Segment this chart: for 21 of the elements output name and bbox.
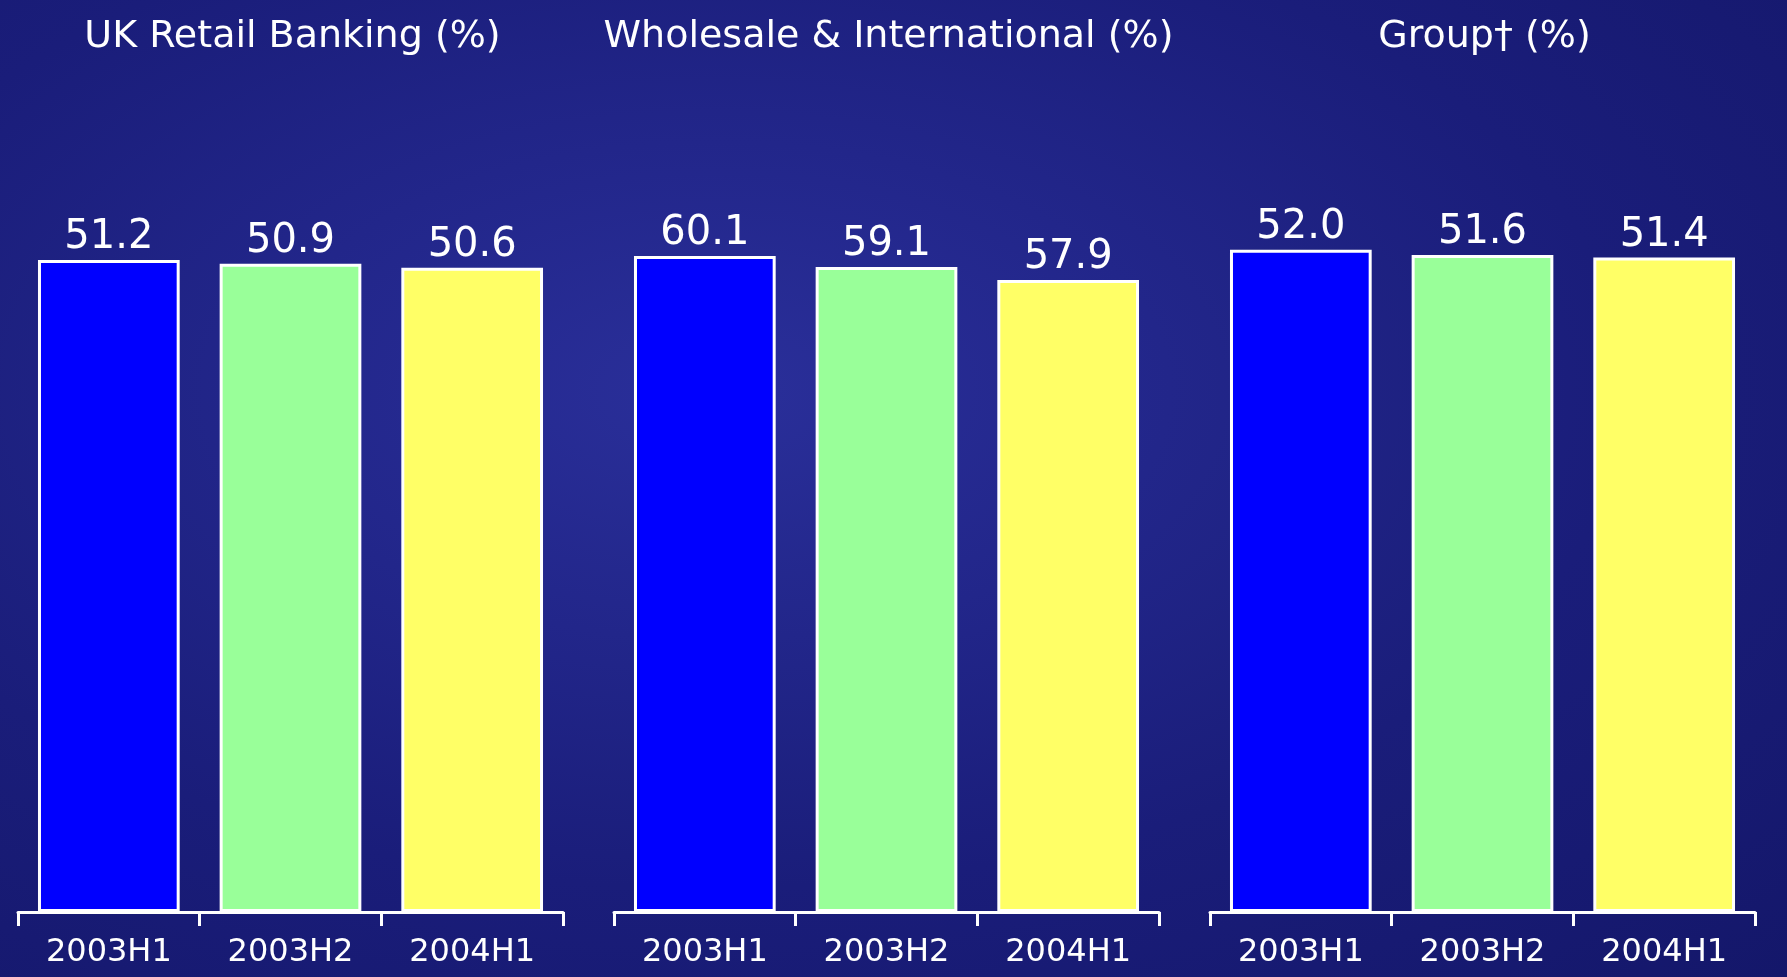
data-label: 50.9: [245, 214, 336, 261]
x-tick-label: 2003H2: [1419, 931, 1546, 969]
x-tick-label: 2003H1: [45, 931, 172, 969]
data-label: 59.1: [841, 217, 932, 264]
data-label: 50.6: [427, 218, 517, 265]
x-tick-label: 2004H1: [409, 931, 536, 969]
chart-title: Group† (%): [1378, 12, 1591, 56]
x-tick-label: 2003H1: [641, 931, 768, 969]
data-label: 60.1: [660, 207, 750, 254]
data-label: 51.2: [64, 211, 154, 258]
chart-title: Wholesale & International (%): [603, 12, 1174, 56]
data-label: 52.0: [1256, 200, 1346, 247]
x-tick-label: 2003H1: [1237, 931, 1364, 969]
data-label: 51.4: [1619, 208, 1709, 255]
x-tick-label: 2003H2: [227, 931, 354, 969]
data-label: 57.9: [1023, 231, 1113, 278]
x-tick-label: 2004H1: [1601, 931, 1728, 969]
data-label: 51.6: [1437, 205, 1528, 252]
chart-title: UK Retail Banking (%): [84, 12, 501, 56]
x-tick-label: 2003H2: [823, 931, 950, 969]
x-tick-label: 2004H1: [1005, 931, 1132, 969]
